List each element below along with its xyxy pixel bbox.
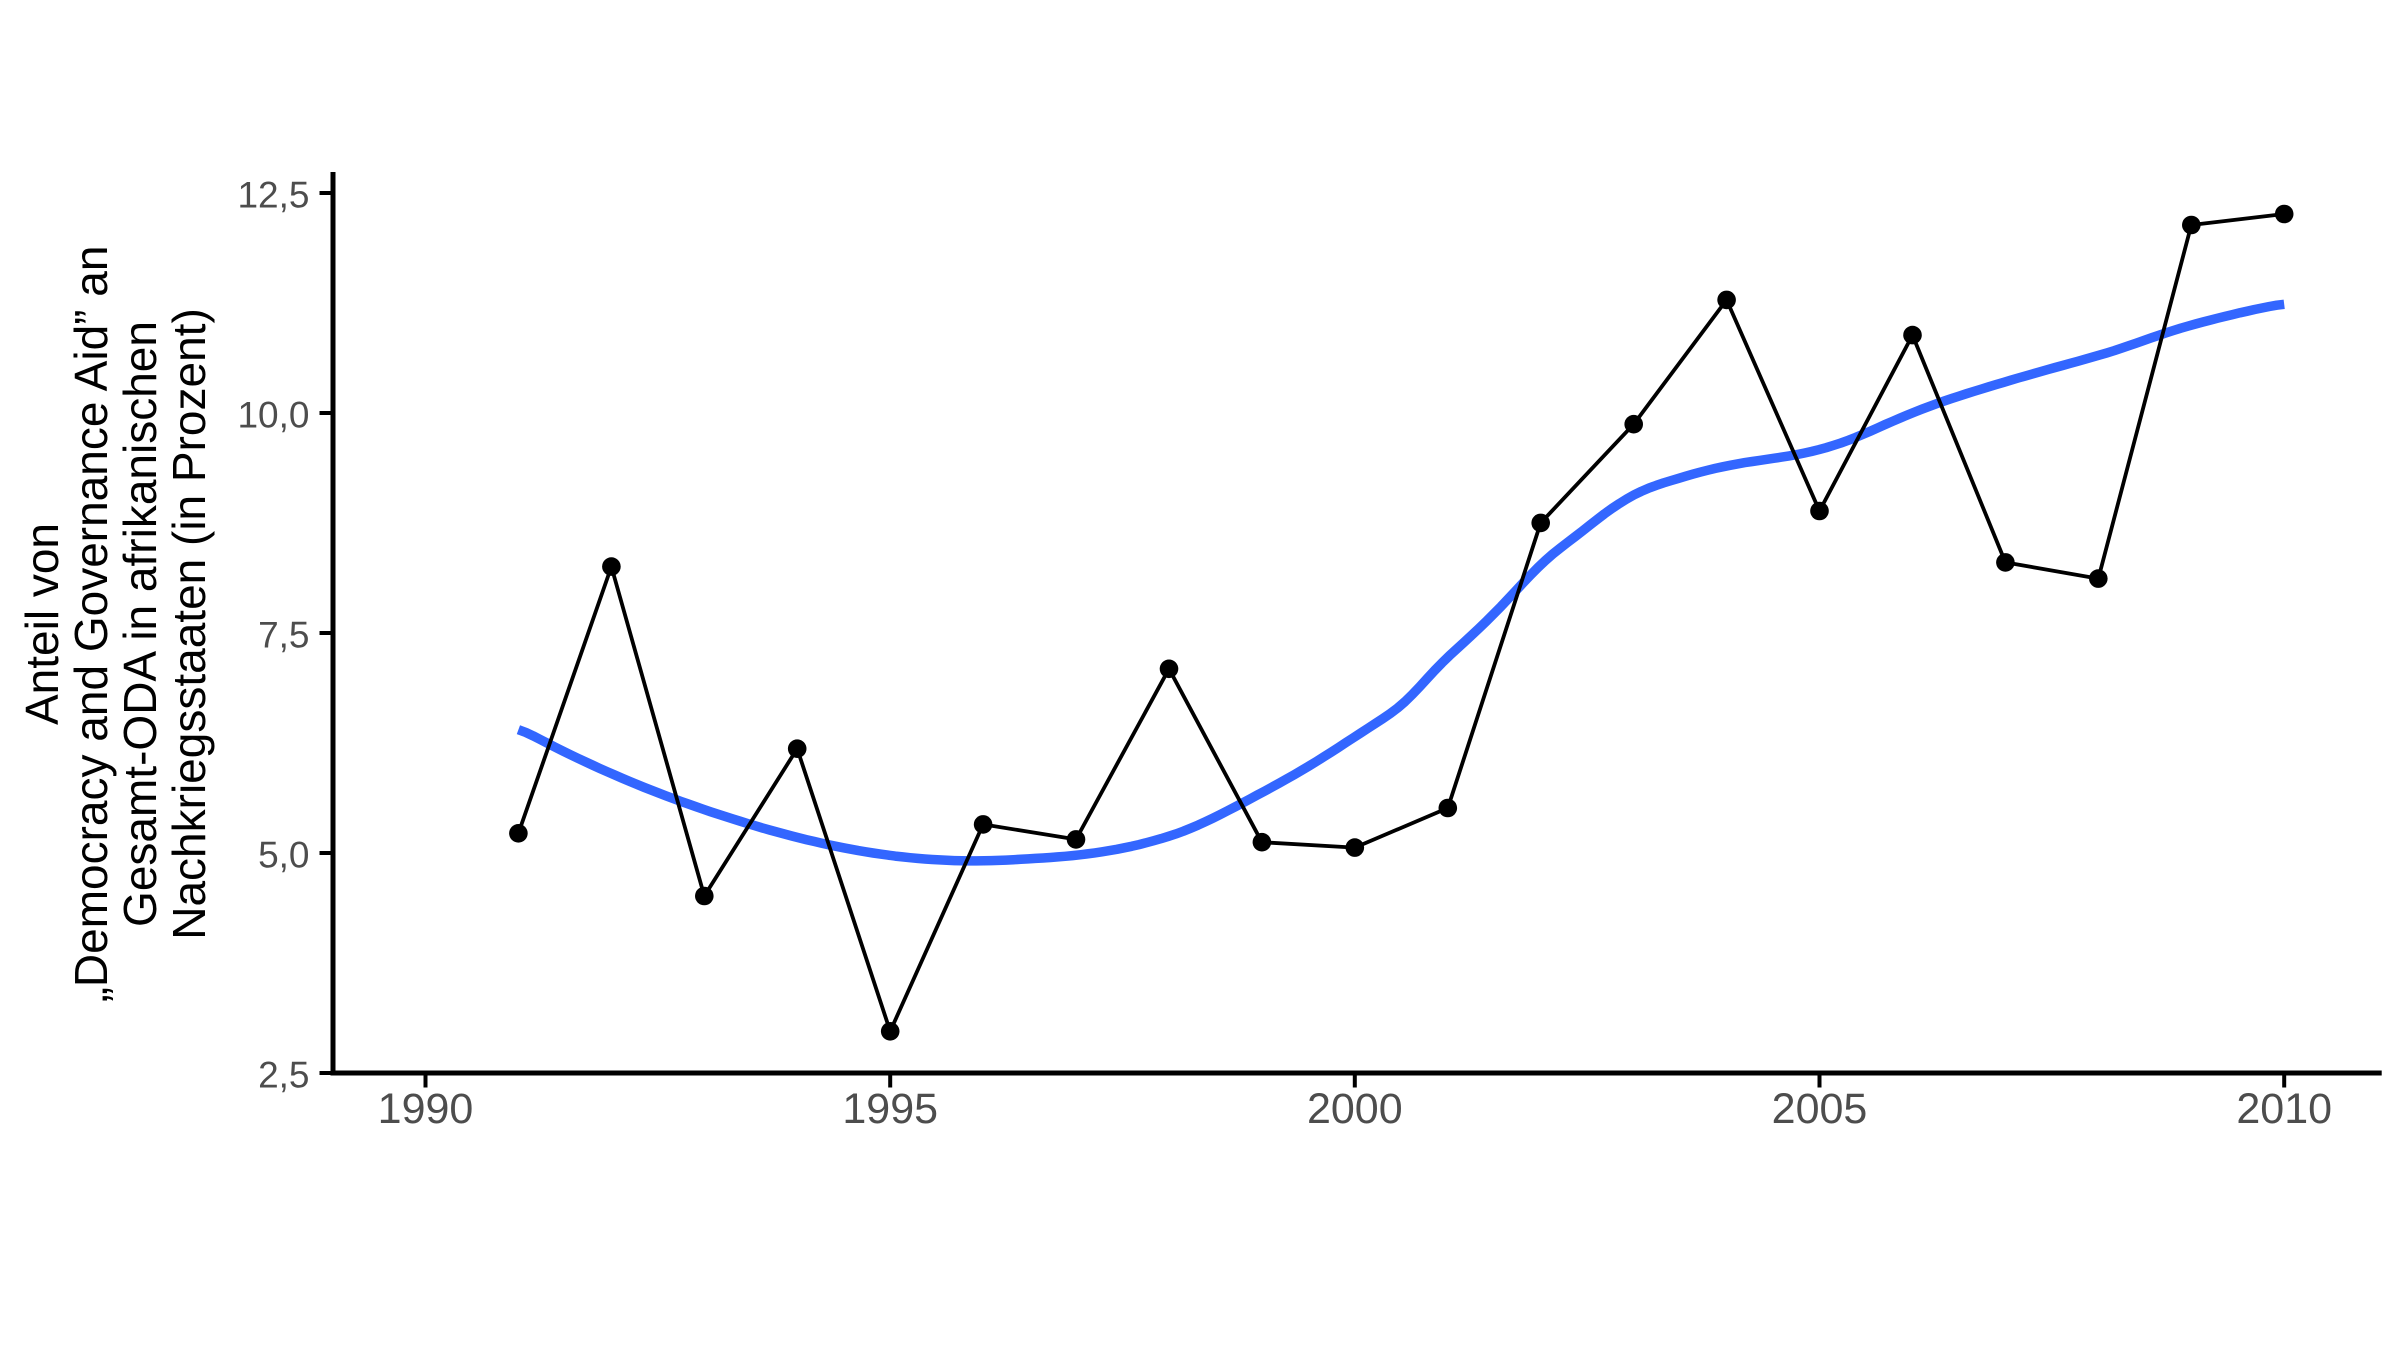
svg-text:2000: 2000 bbox=[1307, 1085, 1403, 1133]
svg-text:5,0: 5,0 bbox=[258, 835, 309, 876]
svg-text:1995: 1995 bbox=[842, 1085, 938, 1133]
svg-text:2010: 2010 bbox=[2236, 1085, 2332, 1133]
svg-text:2,5: 2,5 bbox=[258, 1055, 309, 1096]
svg-text:2005: 2005 bbox=[1772, 1085, 1868, 1133]
svg-text:7,5: 7,5 bbox=[258, 615, 309, 656]
svg-text:12,5: 12,5 bbox=[237, 175, 309, 216]
svg-text:Anteil von„Democracy and Gover: Anteil von„Democracy and Governance Aid”… bbox=[16, 246, 215, 1003]
svg-text:1990: 1990 bbox=[378, 1085, 474, 1133]
svg-text:10,0: 10,0 bbox=[237, 395, 309, 436]
